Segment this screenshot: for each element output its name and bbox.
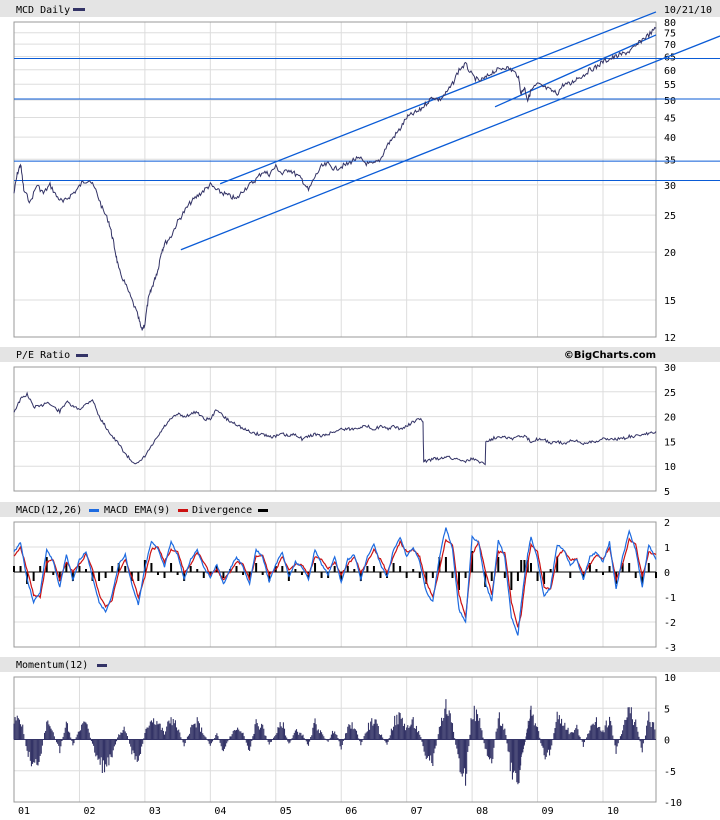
y-tick-label: 20 <box>664 248 676 259</box>
y-tick-label: 55 <box>664 80 676 91</box>
x-tick-label: 03 <box>149 806 161 817</box>
y-tick-label: 25 <box>664 211 676 222</box>
y-tick-label: 65 <box>664 52 676 63</box>
y-tick-label: 0 <box>664 736 670 747</box>
panel-header-bar <box>0 502 720 517</box>
pe-series-line <box>13 391 657 466</box>
x-tick-label: 04 <box>214 806 226 817</box>
panel-header-bar <box>0 347 720 362</box>
y-tick-label: -5 <box>664 767 676 778</box>
panel-title: Momentum(12) <box>16 660 88 671</box>
y-tick-label: 80 <box>664 18 676 29</box>
x-tick-label: 08 <box>476 806 488 817</box>
y-tick-label: 10 <box>664 673 676 684</box>
panel-title: MCD Daily <box>16 5 70 16</box>
price-panel-frame <box>13 21 657 338</box>
y-tick-label: 25 <box>664 388 676 399</box>
panel-header-bar <box>0 657 720 672</box>
price-legend-swatch <box>73 8 85 11</box>
trend-channel-line <box>494 34 657 108</box>
panel-title: MACD(12,26) <box>16 505 82 516</box>
ema-legend-swatch <box>178 509 188 512</box>
y-tick-label: 20 <box>664 413 676 424</box>
x-tick-label: 09 <box>542 806 554 817</box>
y-tick-label: 75 <box>664 29 676 40</box>
x-tick-label: 10 <box>607 806 619 817</box>
y-tick-label: -2 <box>664 618 676 629</box>
y-tick-label: 50 <box>664 96 676 107</box>
panel-header-bar <box>0 0 720 17</box>
y-tick-label: 70 <box>664 40 676 51</box>
price-series-line <box>13 26 657 331</box>
x-tick-label: 02 <box>83 806 95 817</box>
y-tick-label: 2 <box>664 518 670 529</box>
y-tick-label: -1 <box>664 593 676 604</box>
y-tick-label: 60 <box>664 66 676 77</box>
macd-panel-frame <box>13 521 657 648</box>
y-tick-label: 15 <box>664 296 676 307</box>
x-tick-label: 07 <box>411 806 423 817</box>
y-tick-label: 30 <box>664 181 676 192</box>
y-tick-label: 0 <box>664 568 670 579</box>
credit-label: ©BigCharts.com <box>564 350 656 361</box>
pe-legend-swatch <box>76 354 88 357</box>
macd-ema-line <box>13 537 657 628</box>
divergence-legend-swatch <box>258 509 268 512</box>
y-tick-label: 12 <box>664 333 676 344</box>
y-tick-label: 5 <box>664 704 670 715</box>
y-tick-label: 1 <box>664 543 670 554</box>
panel-title: P/E Ratio <box>16 350 70 361</box>
macd-line <box>13 527 657 636</box>
trend-channel-line <box>219 11 657 185</box>
y-tick-label: 5 <box>664 487 670 498</box>
x-tick-label: 05 <box>280 806 292 817</box>
y-tick-label: 10 <box>664 462 676 473</box>
macd-legend-swatch <box>89 509 99 512</box>
legend-label: Divergence <box>192 505 252 516</box>
date-label: 10/21/10 <box>664 5 712 16</box>
legend-label: MACD EMA(9) <box>104 505 170 516</box>
pe-panel-frame <box>13 366 657 492</box>
trend-channel-line <box>180 35 720 251</box>
x-tick-label: 06 <box>345 806 357 817</box>
momentum-legend-swatch <box>97 664 107 667</box>
y-tick-label: -10 <box>664 798 682 809</box>
y-tick-label: 30 <box>664 363 676 374</box>
y-tick-label: 15 <box>664 437 676 448</box>
y-tick-label: -3 <box>664 643 676 654</box>
y-tick-label: 40 <box>664 133 676 144</box>
x-tick-label: 01 <box>18 806 30 817</box>
y-tick-label: 45 <box>664 114 676 125</box>
